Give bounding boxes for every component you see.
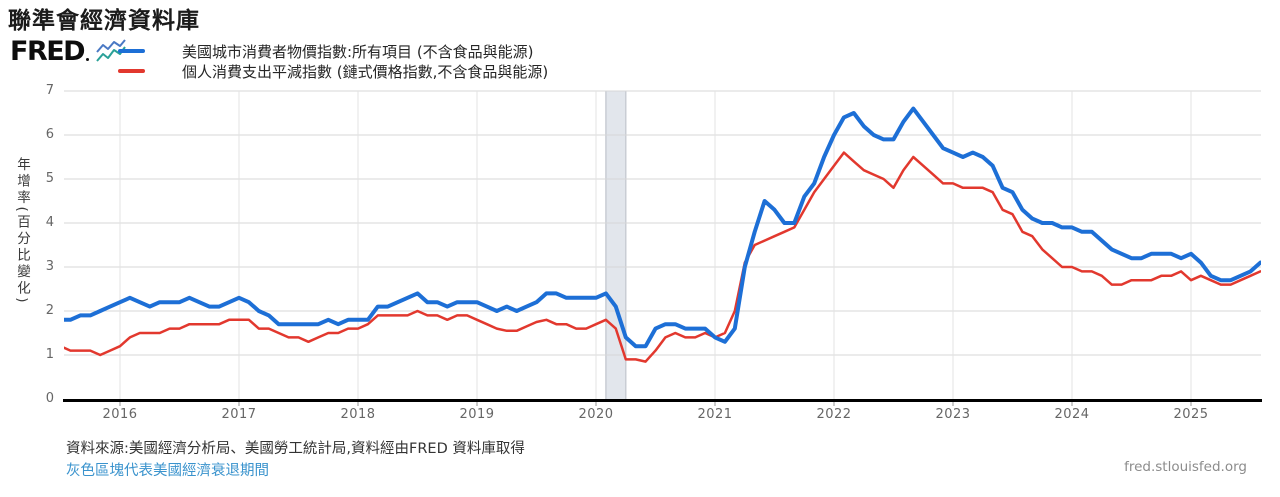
y-tick-label: 3 [45,259,54,274]
y-tick-label: 4 [45,215,54,230]
x-tick-label: 2020 [578,407,614,422]
x-tick-label: 2022 [816,407,852,422]
legend-item-cpi[interactable]: 美國城市消費者物價指數:所有項目 (不含食品與能源) [118,41,548,61]
fred-logo-dot [86,57,90,61]
legend-item-pce[interactable]: 個人消費支出平減指數 (鏈式價格指數,不含食品與能源) [118,61,548,81]
legend-line-swatch [118,69,145,73]
y-tick-label: 7 [45,83,54,98]
legend: 美國城市消費者物價指數:所有項目 (不含食品與能源) 個人消費支出平減指數 (鏈式… [118,41,548,81]
cpi-line [64,106,1261,349]
site-url: fred.stlouisfed.org [1124,459,1247,475]
x-tick-label: 2023 [935,407,971,422]
x-tick-label: 2024 [1054,407,1090,422]
legend-item-label: 美國城市消費者物價指數:所有項目 (不含食品與能源) [182,42,534,61]
x-tick-label: 2019 [459,407,495,422]
recession-note-link[interactable]: 灰色區塊代表美國經濟衰退期間 [66,463,269,479]
y-tick-label: 5 [45,171,54,186]
legend-line-swatch [118,49,145,53]
y-tick-label: 6 [45,127,54,142]
y-tick-label: 2 [45,303,54,318]
x-tick-label: 2017 [221,407,257,422]
x-tick-label: 2021 [697,407,733,422]
source-text: 資料來源:美國經濟分析局、美國勞工統計局,資料經由FRED 資料庫取得 [66,441,525,457]
y-axis-title: 年增率(百分比變化) [14,157,30,306]
x-tick-label: 2025 [1173,407,1209,422]
series-lines [64,106,1261,363]
page-title: 聯準會經濟資料庫 [8,8,200,34]
fred-logo-text: FRED [10,35,86,67]
x-tick-label: 2016 [102,407,138,422]
vertical-gridlines [119,91,1192,406]
y-tick-label: 0 [45,391,54,406]
x-tick-label: 2018 [340,407,376,422]
fred-logo: FRED [10,37,127,65]
horizontal-gridlines [64,90,1261,356]
legend-item-label: 個人消費支出平減指數 (鏈式價格指數,不含食品與能源) [182,62,549,81]
y-tick-label: 1 [45,347,54,362]
pce-line [64,151,1261,363]
